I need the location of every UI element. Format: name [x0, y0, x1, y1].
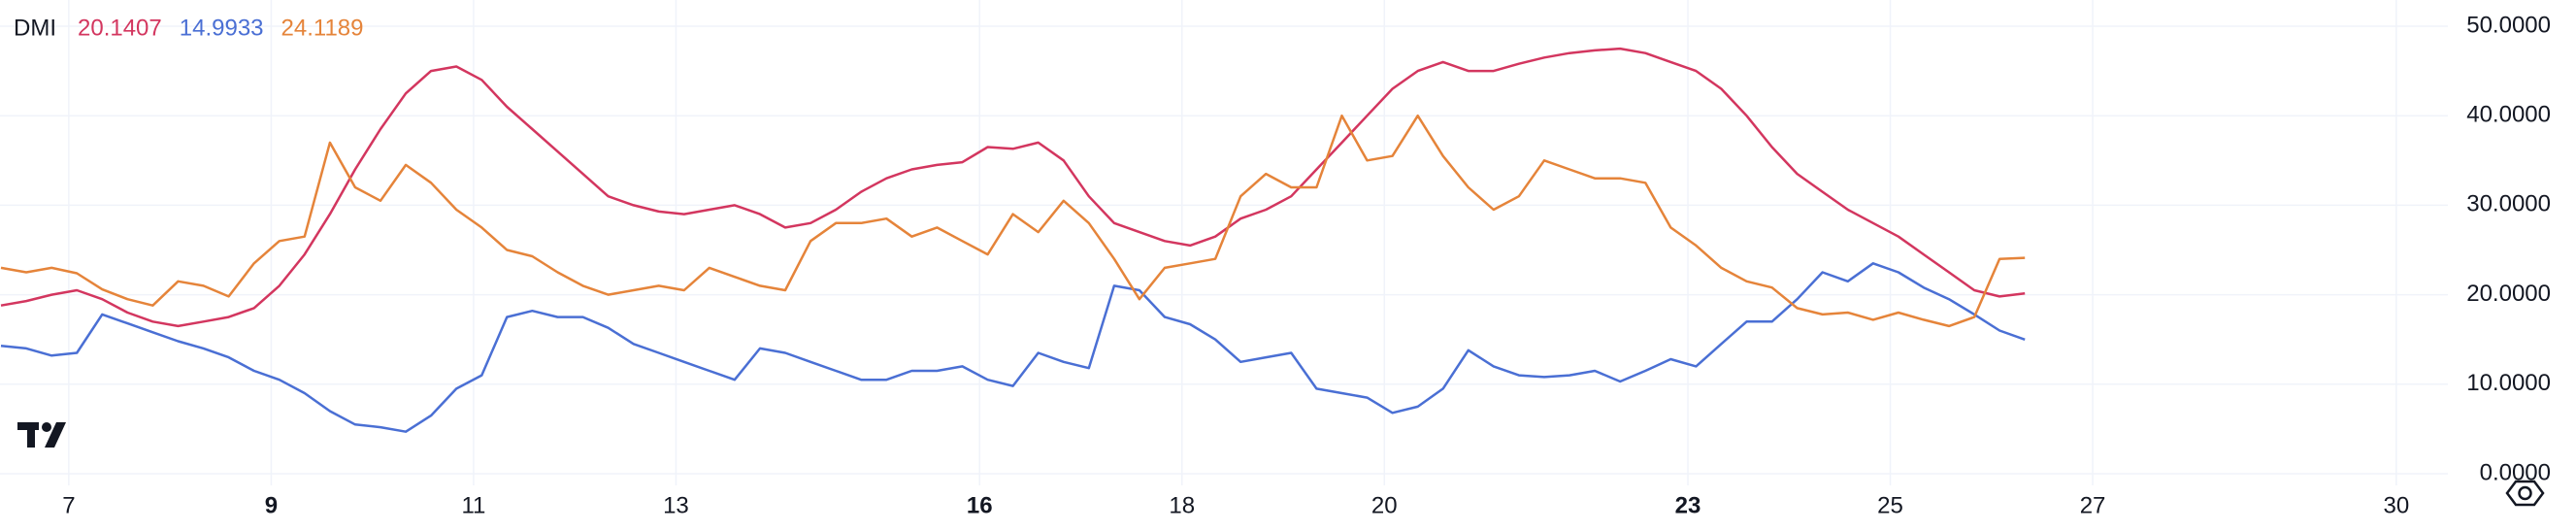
legend-value: 24.1189 — [281, 15, 364, 41]
grid — [0, 0, 2448, 485]
y-tick-label: 30.0000 — [2466, 191, 2551, 217]
y-tick-label: 10.0000 — [2466, 370, 2551, 396]
legend-value: 14.9933 — [180, 15, 264, 41]
x-tick-label: 11 — [461, 492, 485, 518]
x-tick-label: 13 — [663, 492, 689, 518]
y-tick-label: 20.0000 — [2466, 281, 2551, 307]
x-tick-label: 27 — [2080, 492, 2106, 518]
y-tick-label: 0.0000 — [2480, 459, 2551, 485]
x-tick-label: 30 — [2383, 492, 2409, 518]
x-tick-label: 16 — [967, 492, 993, 518]
x-tick-label: 23 — [1675, 492, 1701, 518]
line-series — [0, 47, 2026, 328]
y-tick-label: 50.0000 — [2466, 12, 2551, 38]
line-series — [0, 114, 2026, 328]
tv-logo — [17, 422, 66, 448]
chart-title: DMI — [14, 15, 56, 41]
line-series — [0, 262, 2026, 433]
x-tick-label: 20 — [1371, 492, 1398, 518]
x-tick-label: 7 — [62, 492, 75, 518]
settings-icon[interactable] — [2505, 480, 2545, 507]
y-tick-label: 40.0000 — [2466, 102, 2551, 128]
x-tick-label: 18 — [1169, 492, 1195, 518]
legend-value: 20.1407 — [78, 15, 162, 41]
x-tick-label: 25 — [1877, 492, 1903, 518]
x-tick-label: 9 — [265, 492, 278, 518]
